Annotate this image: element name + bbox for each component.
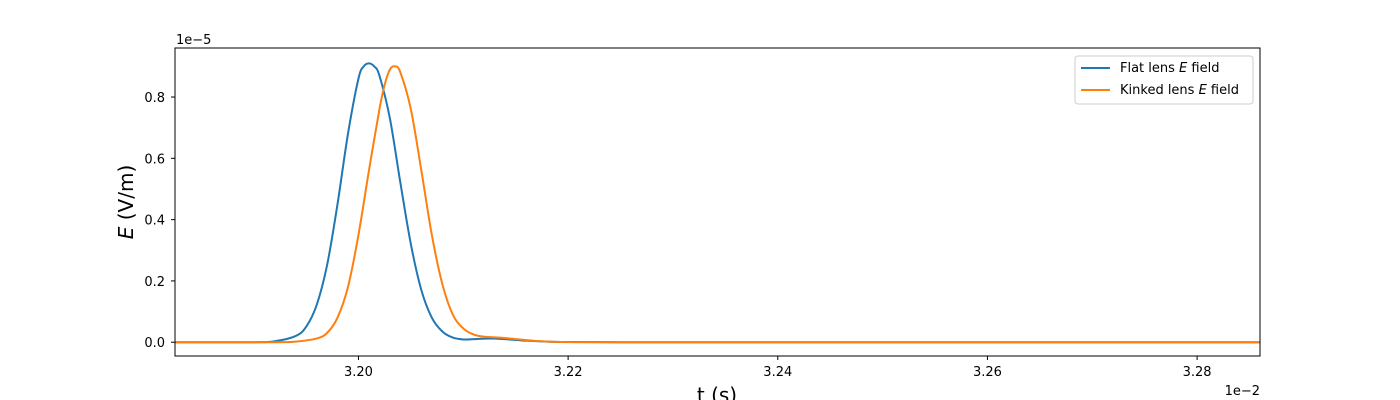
y-axis: 0.0 0.2 0.4 0.6 0.8 bbox=[144, 91, 175, 351]
plot-frame bbox=[174, 47, 1261, 357]
y-tick-label: 0.2 bbox=[144, 275, 165, 290]
x-axis-title: t (s) bbox=[697, 383, 737, 400]
legend-label-flat: Flat lens E field bbox=[1120, 61, 1219, 76]
legend-label-kinked: Kinked lens E field bbox=[1120, 83, 1239, 98]
y-axis-title-unit: (V/m) bbox=[114, 165, 138, 227]
y-offset-label: 1e−5 bbox=[176, 33, 211, 48]
x-tick-label: 3.24 bbox=[763, 365, 792, 380]
legend-label-flat-prefix: Flat lens bbox=[1120, 61, 1179, 76]
y-tick-label: 0.0 bbox=[144, 336, 165, 351]
x-tick-label: 3.20 bbox=[344, 365, 373, 380]
x-tick-label: 3.26 bbox=[973, 365, 1002, 380]
legend-label-flat-suffix: field bbox=[1187, 61, 1219, 76]
legend-label-flat-var: E bbox=[1179, 61, 1188, 76]
legend-label-kinked-var: E bbox=[1199, 83, 1208, 98]
x-axis: 3.20 3.22 3.24 3.26 3.28 bbox=[344, 356, 1212, 380]
y-axis-title-var: E bbox=[114, 226, 138, 239]
legend-box bbox=[1074, 55, 1254, 105]
legend: Flat lens E field Kinked lens E field bbox=[1074, 55, 1254, 105]
y-tick-label: 0.4 bbox=[144, 214, 165, 229]
legend-label-kinked-prefix: Kinked lens bbox=[1120, 83, 1199, 98]
plot-lines bbox=[175, 62, 1260, 344]
y-tick-label: 0.8 bbox=[144, 91, 165, 106]
y-axis-title: E (V/m) bbox=[114, 165, 138, 240]
x-offset-label: 1e−2 bbox=[1225, 384, 1260, 399]
series-line-kinked bbox=[175, 65, 1260, 344]
x-tick-label: 3.22 bbox=[554, 365, 583, 380]
legend-label-kinked-suffix: field bbox=[1207, 83, 1239, 98]
x-tick-label: 3.28 bbox=[1183, 365, 1212, 380]
y-tick-label: 0.6 bbox=[144, 152, 165, 167]
